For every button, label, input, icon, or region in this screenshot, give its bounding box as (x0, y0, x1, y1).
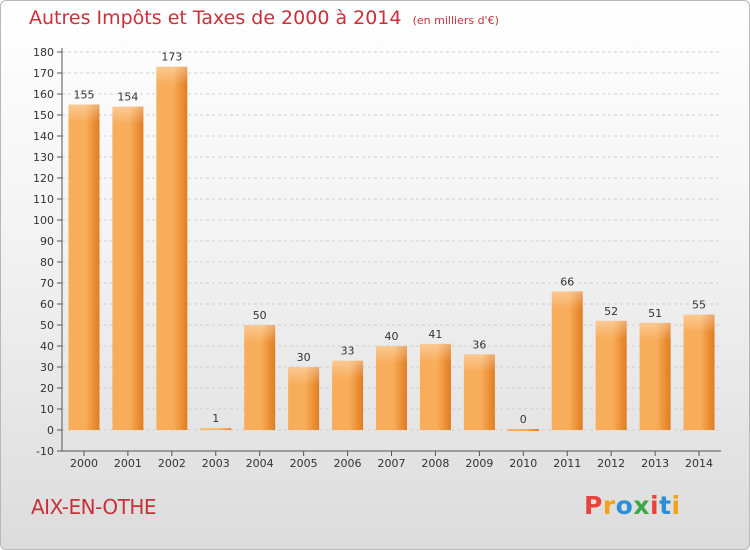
bar-highlight (419, 343, 451, 362)
value-label-2006: 33 (341, 345, 355, 358)
place-name: AIX-EN-OTHE (31, 495, 157, 519)
logo-letter: i (650, 491, 660, 520)
logo-letter: t (659, 491, 672, 520)
bar-highlight (200, 427, 232, 430)
y-tick-label: 110 (33, 193, 54, 206)
y-tick-label: 30 (40, 361, 54, 374)
bar-highlight (112, 106, 144, 125)
bar-highlight (683, 314, 715, 333)
x-tick-label-2004: 2004 (246, 457, 274, 470)
x-tick-label-2005: 2005 (290, 457, 318, 470)
bar-2001 (112, 106, 144, 430)
bar-2011 (551, 291, 583, 430)
logo-letter: r (602, 491, 616, 520)
y-tick-label: 100 (33, 214, 54, 227)
bar-highlight (639, 322, 671, 341)
bar-highlight (68, 104, 100, 123)
y-tick-label: 90 (40, 235, 54, 248)
value-label-2002: 173 (161, 51, 182, 64)
x-tick-label-2010: 2010 (509, 457, 537, 470)
value-label-2010: 0 (520, 413, 527, 426)
bar-2010 (507, 429, 539, 431)
bar-highlight (244, 325, 276, 343)
value-label-2007: 40 (385, 330, 399, 343)
value-label-2003: 1 (212, 412, 219, 425)
value-label-2008: 41 (428, 328, 442, 341)
proxiti-logo: Proxiti (584, 491, 681, 520)
y-tick-label: 20 (40, 382, 54, 395)
bar-highlight (463, 354, 495, 373)
y-tick-label: 180 (33, 46, 54, 59)
y-axis-ticks: -10 0 10 20 30 40 50 60 70 80 90 100 110 120 130 140 150… (33, 46, 62, 458)
x-tick-label-2006: 2006 (334, 457, 362, 470)
x-tick-label-2013: 2013 (641, 457, 669, 470)
y-tick-label: -10 (36, 445, 54, 458)
y-tick-label: 160 (33, 88, 54, 101)
logo-letter: o (615, 491, 634, 520)
bars (68, 66, 715, 431)
value-labels: 155 154 173 1 50 30 33 40 41 36 0 66 52 51 55 (73, 51, 706, 426)
x-tick-label-2014: 2014 (685, 457, 713, 470)
value-label-2012: 52 (604, 305, 618, 318)
chart-unit-label: (en milliers d'€) (412, 14, 499, 27)
y-tick-label: 140 (33, 130, 54, 143)
value-label-2009: 36 (472, 338, 486, 351)
value-label-2004: 50 (253, 309, 267, 322)
y-tick-label: 50 (40, 319, 54, 332)
x-tick-label-2008: 2008 (421, 457, 449, 470)
y-tick-label: 130 (33, 151, 54, 164)
bar-highlight (156, 66, 188, 85)
bar-2000 (68, 104, 100, 430)
y-tick-label: 150 (33, 109, 54, 122)
y-tick-label: 60 (40, 298, 54, 311)
x-tick-label-2003: 2003 (202, 457, 230, 470)
bar-highlight (551, 291, 583, 310)
bar-2014 (683, 314, 715, 430)
x-axis-ticks: 2000 2001 2002 2003 2004 2005 2006 2007 2008 2009… (70, 451, 713, 470)
y-tick-label: 170 (33, 67, 54, 80)
bar-2012 (595, 320, 627, 430)
x-tick-label-2011: 2011 (553, 457, 581, 470)
y-tick-label: 10 (40, 403, 54, 416)
x-tick-label-2001: 2001 (114, 457, 142, 470)
logo-letter: i (671, 491, 681, 520)
y-tick-label: 80 (40, 256, 54, 269)
value-label-2005: 30 (297, 351, 311, 364)
value-label-2000: 155 (73, 89, 94, 102)
x-tick-label-2009: 2009 (465, 457, 493, 470)
value-label-2014: 55 (692, 299, 706, 312)
y-tick-label: 120 (33, 172, 54, 185)
x-tick-label-2012: 2012 (597, 457, 625, 470)
bar-highlight (332, 360, 364, 379)
value-label-2001: 154 (117, 91, 138, 104)
bar-2002 (156, 66, 188, 430)
chart-title: Autres Impôts et Taxes de 2000 à 2014 (e… (29, 7, 499, 29)
y-tick-label: 0 (47, 424, 54, 437)
y-tick-label: 70 (40, 277, 54, 290)
value-label-2013: 51 (648, 307, 662, 320)
logo-letter: P (584, 491, 603, 520)
chart-title-text: Autres Impôts et Taxes de 2000 à 2014 (29, 7, 402, 29)
x-tick-label-2000: 2000 (70, 457, 98, 470)
bar-highlight (288, 367, 320, 385)
y-tick-label: 40 (40, 340, 54, 353)
bar-highlight (595, 320, 627, 339)
value-label-2011: 66 (560, 275, 574, 288)
bar-highlight (376, 346, 407, 364)
logo-letter: x (633, 491, 650, 520)
x-tick-label-2002: 2002 (158, 457, 186, 470)
x-tick-label-2007: 2007 (378, 457, 406, 470)
